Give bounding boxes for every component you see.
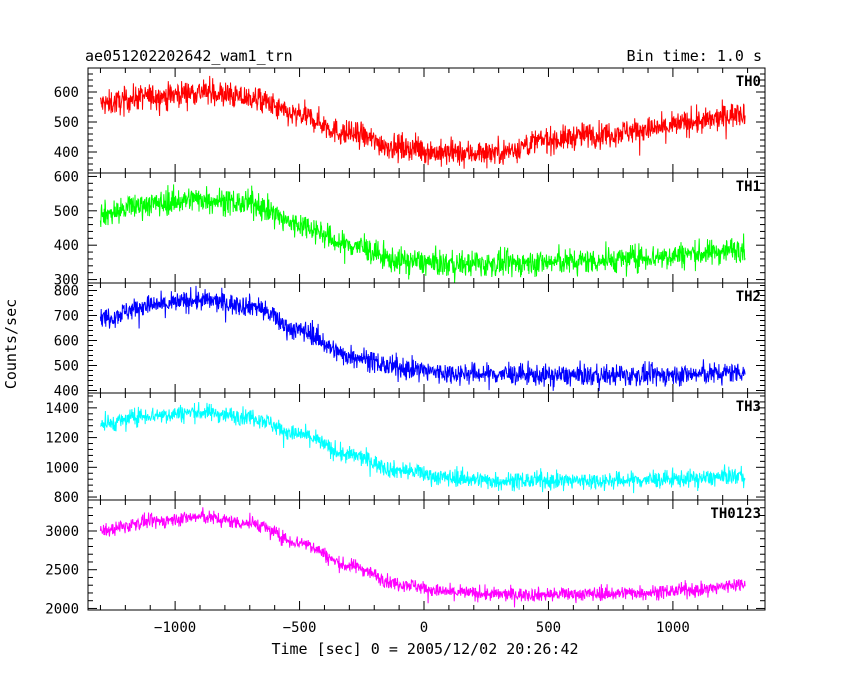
y-tick-label: 2500 (45, 563, 79, 579)
y-axis-label: Counts/sec (2, 299, 20, 389)
y-tick-label: 400 (54, 238, 79, 254)
panel-label: TH2 (736, 289, 761, 305)
x-tick-label: −500 (283, 620, 317, 636)
y-tick-label: 1200 (45, 431, 79, 447)
panel-label: TH3 (736, 399, 761, 415)
chart-title: ae051202202642_wam1_trn (85, 47, 293, 65)
series-line-th3 (100, 401, 746, 494)
panel-th3: 800 1000 1200 1400 TH3 (45, 392, 766, 506)
panel-th0: 400 500 600 TH0 (54, 67, 766, 174)
panel-label: TH1 (736, 179, 761, 195)
y-tick-label: 400 (54, 384, 79, 400)
y-tick-label: 300 (54, 273, 79, 289)
y-tick-label: 2000 (45, 601, 79, 617)
y-tick-label: 800 (54, 284, 79, 300)
panel-th0123: 2000 2500 3000 TH0123 (45, 499, 766, 617)
panel-frame (87, 392, 766, 501)
bin-time-label: Bin time: 1.0 s (627, 47, 762, 65)
y-tick-label: 400 (54, 145, 79, 161)
y-tick-label: 1000 (45, 460, 79, 476)
y-tick-label: 500 (54, 115, 79, 131)
x-axis-label: Time [sec] 0 = 2005/12/02 20:26:42 (271, 640, 578, 658)
x-tick-label: −1000 (154, 620, 196, 636)
series-line-th1 (99, 184, 746, 283)
panel-th2: 400 500 600 700 800 TH2 (54, 282, 766, 400)
x-axis: −1000 −500 0 500 1000 (154, 620, 690, 636)
panel-label: TH0123 (710, 506, 761, 522)
x-tick-label: 1000 (656, 620, 690, 636)
panel-th1: 300 400 500 600 TH1 (54, 169, 766, 289)
y-tick-label: 1400 (45, 401, 79, 417)
series-line-th0 (99, 75, 746, 169)
y-tick-label: 600 (54, 169, 79, 185)
series-line-th0123 (99, 507, 746, 608)
panel-label: TH0 (736, 74, 761, 90)
x-tick-label: 500 (536, 620, 561, 636)
y-tick-label: 500 (54, 204, 79, 220)
x-tick-label: 0 (420, 620, 428, 636)
y-tick-label: 700 (54, 309, 79, 325)
y-tick-label: 600 (54, 334, 79, 350)
series-line-th2 (99, 285, 746, 392)
y-tick-label: 500 (54, 359, 79, 375)
y-tick-label: 3000 (45, 524, 79, 540)
y-tick-label: 800 (54, 490, 79, 506)
y-tick-label: 600 (54, 85, 79, 101)
panel-frame (87, 499, 766, 611)
panels: 400 500 600 TH0 300 400 500 600 TH1 400 500 600 700 8… (45, 67, 766, 617)
